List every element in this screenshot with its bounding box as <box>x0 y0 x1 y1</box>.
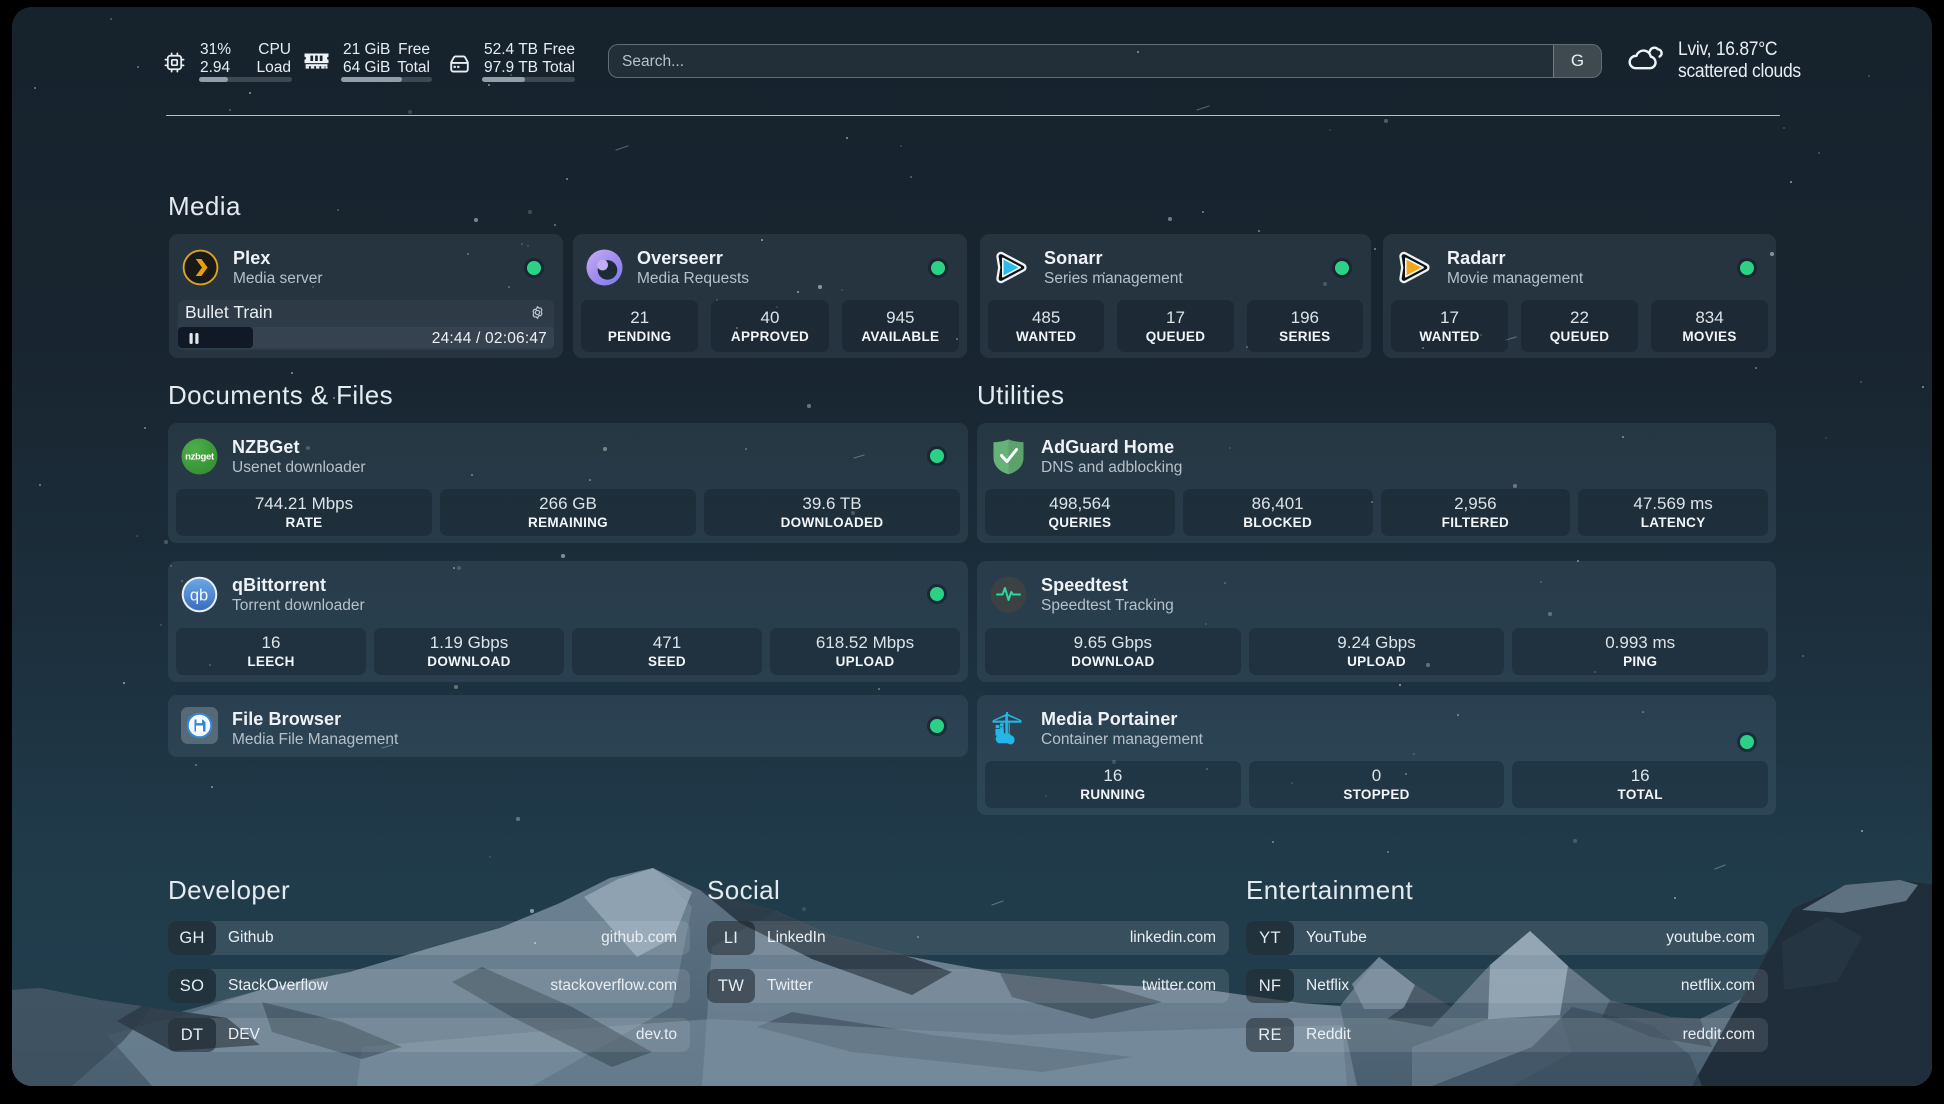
svg-text:nzbget: nzbget <box>185 452 215 463</box>
svg-text:qb: qb <box>190 587 208 605</box>
